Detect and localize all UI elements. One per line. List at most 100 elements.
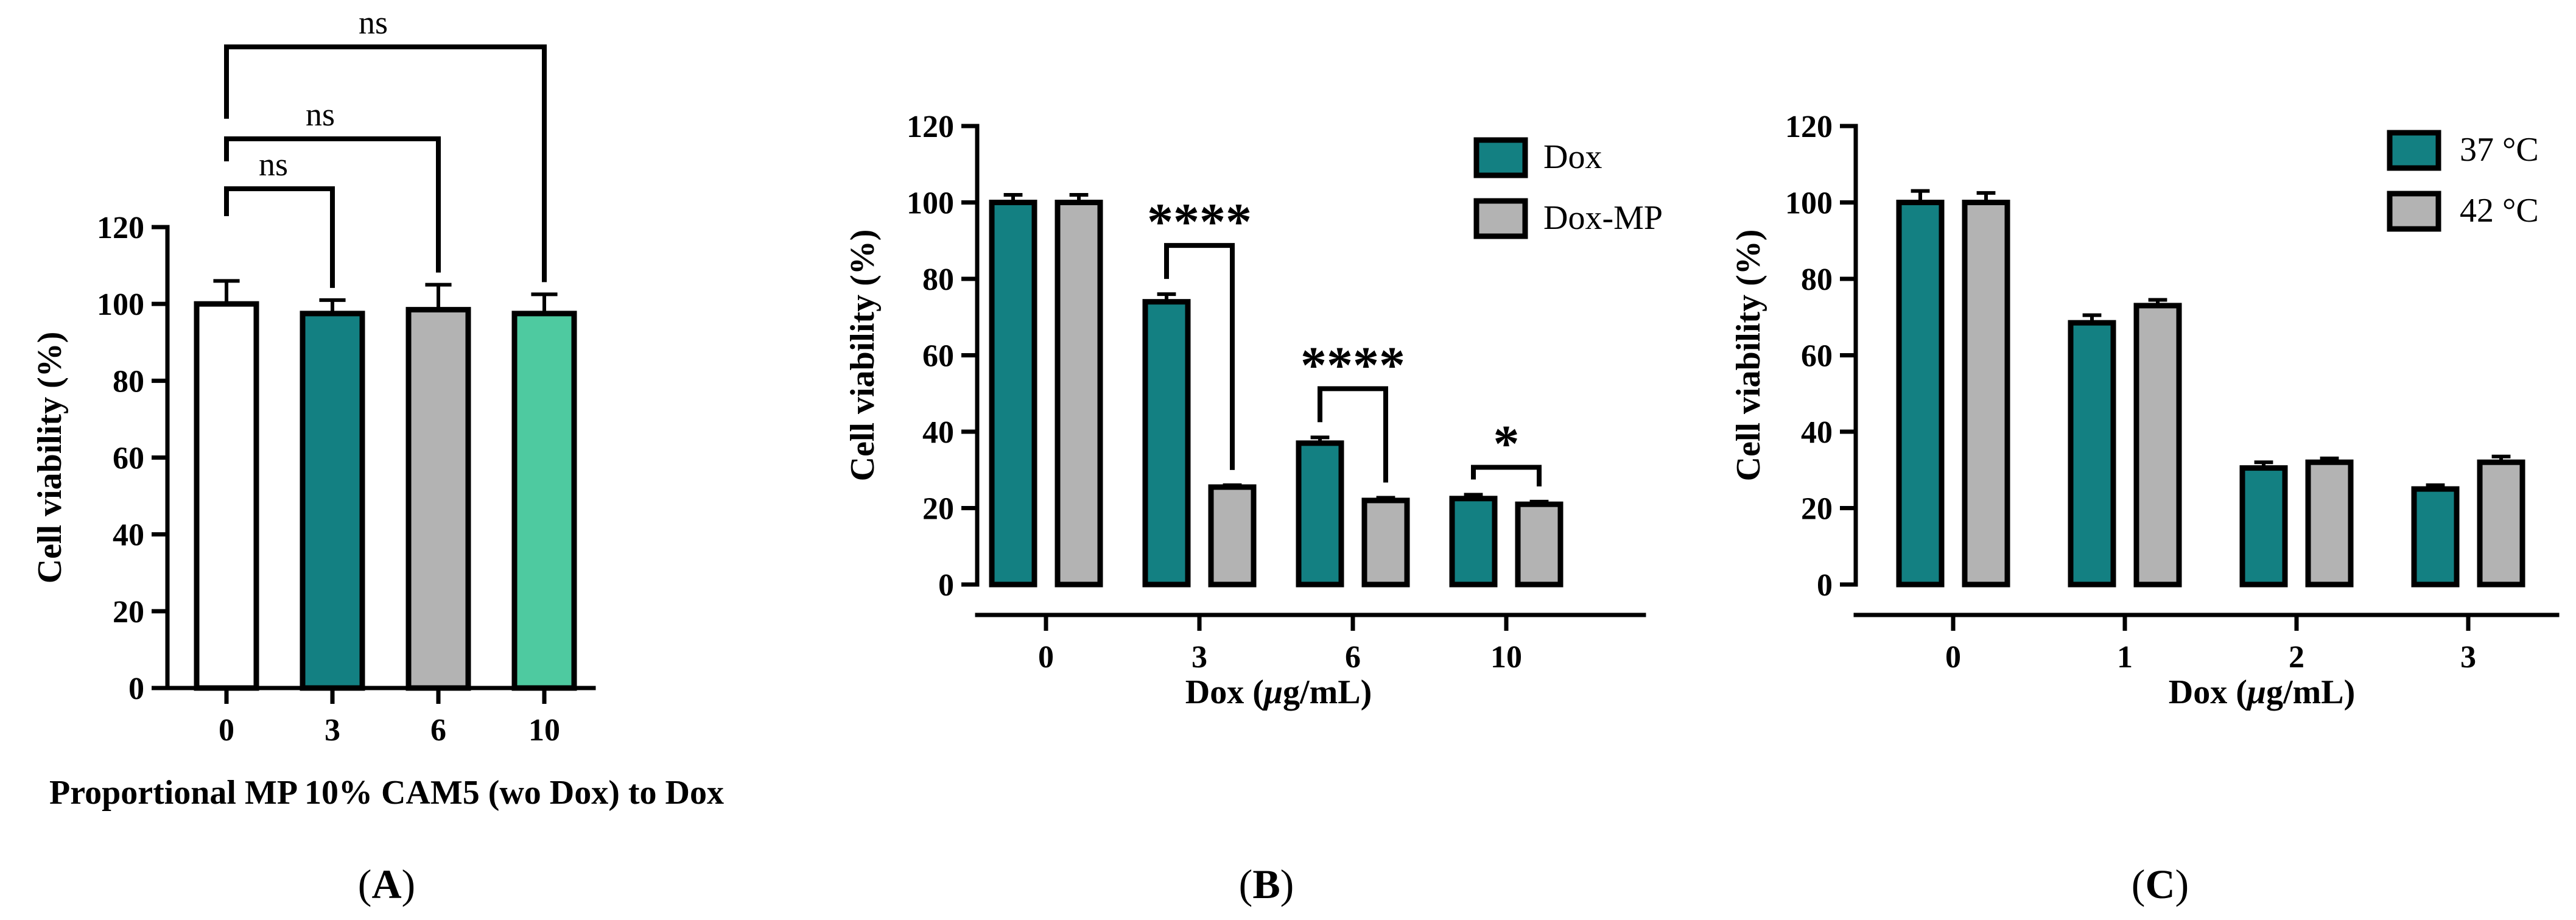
panel-c-bar-42c-0-error-bar	[1976, 191, 1996, 203]
panel-a-significance-label: ns	[259, 146, 288, 183]
panel-a-significance-bracket	[224, 44, 547, 283]
panel-c-x-axis-title: Dox (μg/mL)	[2169, 673, 2355, 711]
panel-a-bar-6-error-bar	[425, 283, 452, 310]
panel-a-bar-3-error-bar	[319, 298, 346, 314]
panel-b-chart: 0 20 40 60 80 100 120 Cell viability (%) 0 3 6 10 **…	[844, 110, 1663, 675]
panel-c-y-tick-label: 20	[1801, 492, 1833, 527]
panel-b-bar-doxmp-0	[1055, 200, 1103, 588]
panel-c-y-tick-label: 120	[1785, 110, 1833, 144]
panel-b-legend-label: Dox	[1543, 138, 1602, 176]
panel-a-significance-bracket	[224, 136, 441, 273]
panel-b-bar-dox-6	[1296, 440, 1344, 588]
panel-a-x-tick-label: 10	[528, 713, 560, 748]
panel-b-legend: Dox Dox-MP	[1473, 137, 1663, 239]
panel-c-bar-42c-0	[1962, 200, 2010, 588]
panel-a-x-tick-label: 6	[430, 713, 446, 748]
panel-b-significance-label: ****	[1300, 335, 1405, 394]
panel-b-bar-dox-10-error-bar	[1464, 493, 1483, 499]
panel-a-y-axis-title: Cell viability (%)	[31, 332, 69, 584]
panel-c-bar-37c-2	[2239, 465, 2288, 588]
panel-b-x-tick-label: 10	[1490, 640, 1522, 675]
panel-c-legend-label: 37 °C	[2460, 131, 2539, 169]
panel-a-bar-10-error-bar	[531, 292, 558, 314]
panel-b-y-axis-title: Cell viability (%)	[844, 230, 882, 482]
panel-b-significance-bracket	[1318, 386, 1388, 483]
panel-b-bar-dox-0-error-bar	[1003, 192, 1023, 203]
panel-c-bar-42c-1	[2133, 303, 2182, 588]
panel-b-bar-doxmp-3-error-bar	[1223, 483, 1242, 487]
panel-c-x-tick-label: 3	[2460, 640, 2476, 675]
panel-b-x-tick-label: 0	[1038, 640, 1054, 675]
panel-a-x-axis-title: Proportional MP 10% CAM5 (wo Dox) to Dox	[49, 774, 724, 812]
panel-b-significance-bracket	[1164, 243, 1235, 470]
panel-b-bar-dox-3	[1142, 299, 1191, 588]
panel-c-x-tick-label: 0	[1945, 640, 1961, 675]
panel-c-y-tick-label: 40	[1801, 415, 1833, 450]
panel-c-y-tick-label: 100	[1785, 186, 1833, 221]
panel-b-bar-doxmp-6	[1361, 497, 1410, 588]
panel-c-y-tick-label: 60	[1801, 339, 1833, 374]
panel-c-bar-37c-1-error-bar	[2082, 313, 2102, 323]
panel-b-x-tick-label: 3	[1191, 640, 1207, 675]
panel-b-legend-swatch	[1473, 137, 1528, 178]
panel-b-significance-label: ****	[1147, 192, 1252, 251]
panel-label-b: (B)	[1239, 861, 1294, 907]
panel-a-bar-3	[300, 311, 365, 691]
panel-c-legend-swatch	[2387, 130, 2441, 171]
panel-b-bar-dox-0	[989, 200, 1037, 588]
panel-b-legend-label: Dox-MP	[1543, 199, 1663, 237]
panel-b-y-tick-label: 120	[907, 110, 954, 144]
panel-b-legend-swatch	[1473, 198, 1528, 239]
panel-b-bar-dox-3-error-bar	[1157, 292, 1176, 302]
panel-b-significance-bracket	[1471, 465, 1542, 486]
panel-b-bar-doxmp-0-error-bar	[1069, 192, 1089, 203]
panel-b-y-tick-label: 20	[922, 492, 954, 527]
panel-b-bar-doxmp-10-error-bar	[1529, 499, 1549, 505]
panel-b-bar-dox-10	[1449, 496, 1498, 588]
panel-a-bar-0-error-bar	[213, 279, 240, 304]
panel-b-y-tick-label: 80	[922, 262, 954, 297]
panel-c-bar-37c-0-error-bar	[1911, 189, 1930, 203]
panel-c-bar-42c-1-error-bar	[2148, 298, 2167, 306]
panel-a-y-tick-label: 120	[97, 211, 144, 245]
panel-c-y-axis-title: Cell viability (%)	[1730, 230, 1767, 482]
panel-c-bar-42c-2-error-bar	[2320, 456, 2339, 463]
panel-a-y-tick-label: 20	[113, 595, 144, 630]
panel-c-bar-37c-3	[2411, 486, 2460, 588]
panel-b-x-tick-label: 6	[1345, 640, 1361, 675]
panel-c-legend-label: 42 °C	[2460, 192, 2539, 230]
panel-label-c: (C)	[2132, 861, 2189, 907]
panel-label-a: (A)	[358, 861, 415, 907]
panel-a-significance-label: ns	[359, 4, 388, 41]
panel-c-bar-37c-0	[1896, 200, 1945, 588]
panel-a-y-tick-label: 80	[113, 364, 144, 399]
panel-c-chart: 0 20 40 60 80 100 120 Cell viability (%) 0 1 2 3 37 …	[1730, 110, 2560, 675]
panel-a-y-tick-label: 40	[113, 518, 144, 553]
panel-a-x-tick-label: 3	[325, 713, 340, 748]
panel-a-bar-0	[194, 301, 259, 691]
panel-a-bar-6	[405, 307, 471, 691]
panel-a-significance-bracket	[224, 186, 335, 288]
panel-b-y-tick-label: 40	[922, 415, 954, 450]
panel-b-bar-dox-6-error-bar	[1310, 435, 1330, 443]
panel-a-significance-label: ns	[306, 96, 335, 133]
panel-c-bar-42c-3	[2477, 459, 2525, 588]
panel-c-bar-42c-3-error-bar	[2491, 454, 2511, 463]
panel-b-y-tick-label: 100	[907, 186, 954, 221]
panel-a-bar-10	[511, 311, 577, 691]
panel-a-chart: 0 20 40 60 80 100 120 Cell viability (%) 0 3 6 10 ns…	[31, 4, 596, 748]
panel-c-legend: 37 °C 42 °C	[2387, 130, 2539, 232]
panel-c-bar-37c-3-error-bar	[2426, 483, 2445, 490]
panel-b-bar-doxmp-10	[1515, 501, 1563, 588]
panel-b-y-tick-label: 0	[938, 568, 954, 603]
panel-c-bar-37c-2-error-bar	[2254, 460, 2273, 468]
panel-c-bar-37c-1	[2068, 320, 2116, 588]
panel-a-y-tick-label: 60	[113, 441, 144, 476]
panel-c-y-tick-label: 0	[1817, 568, 1833, 603]
panel-b-bar-doxmp-6-error-bar	[1376, 496, 1395, 500]
panel-a-x-tick-label: 0	[219, 713, 234, 748]
panel-c-x-tick-label: 1	[2117, 640, 2133, 675]
panel-b-y-tick-label: 60	[922, 339, 954, 374]
panel-b-x-axis-title: Dox (μg/mL)	[1185, 673, 1372, 711]
